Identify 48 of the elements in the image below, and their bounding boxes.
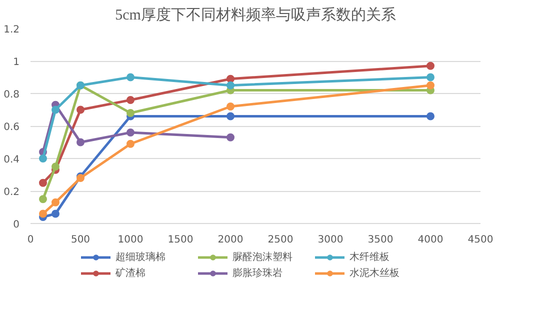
- x-tick-label: 3500: [368, 234, 394, 246]
- y-tick-label: 0.2: [4, 187, 20, 198]
- point: [426, 62, 434, 70]
- point: [39, 178, 47, 187]
- x-tick-label: 1000: [118, 234, 144, 246]
- legend-label: 水泥木丝板: [350, 266, 400, 280]
- x-tick-label: 4000: [418, 234, 444, 246]
- legend-label: 脲醛泡沫塑料: [232, 250, 294, 264]
- x-tick-label: 4500: [468, 234, 494, 246]
- point: [76, 138, 84, 146]
- legend-label: 超细玻璃棉: [116, 250, 166, 264]
- legend-label: 矿渣棉: [116, 266, 146, 280]
- point: [39, 210, 47, 218]
- point: [39, 195, 47, 204]
- point: [426, 112, 434, 120]
- y-tick-label: 1: [13, 57, 20, 68]
- point: [76, 106, 84, 114]
- point: [52, 162, 60, 171]
- point: [52, 210, 60, 218]
- point: [426, 81, 434, 90]
- point: [52, 198, 60, 206]
- point: [126, 73, 134, 82]
- x-tick-label: 1500: [168, 234, 194, 246]
- legend-label: 膨胀珍珠岩: [232, 266, 284, 280]
- point: [126, 128, 134, 136]
- legend-label: 木纤维板: [350, 250, 390, 264]
- point: [226, 102, 234, 110]
- y-tick-label: 0.8: [4, 90, 20, 100]
- y-tick-label: 0.6: [4, 122, 20, 133]
- point: [52, 106, 60, 114]
- y-tick-label: 1.2: [4, 24, 20, 36]
- x-tick-label: 2000: [218, 234, 244, 246]
- y-tick-label: 0: [13, 220, 20, 230]
- x-tick-label: 0: [27, 234, 34, 246]
- point: [426, 73, 434, 82]
- y-tick-label: 0.4: [4, 154, 20, 166]
- chart-title: 5cm厚度下不同材料频率与吸声系数的关系: [115, 6, 396, 24]
- point: [126, 140, 134, 148]
- point: [226, 74, 234, 83]
- point: [126, 96, 134, 104]
- x-tick-label: 2500: [268, 234, 294, 246]
- point: [39, 154, 47, 162]
- x-tick-label: 500: [70, 234, 90, 246]
- x-tick-label: 3000: [318, 234, 344, 246]
- point: [226, 81, 234, 90]
- point: [226, 133, 234, 142]
- point: [126, 109, 134, 117]
- point: [226, 112, 234, 120]
